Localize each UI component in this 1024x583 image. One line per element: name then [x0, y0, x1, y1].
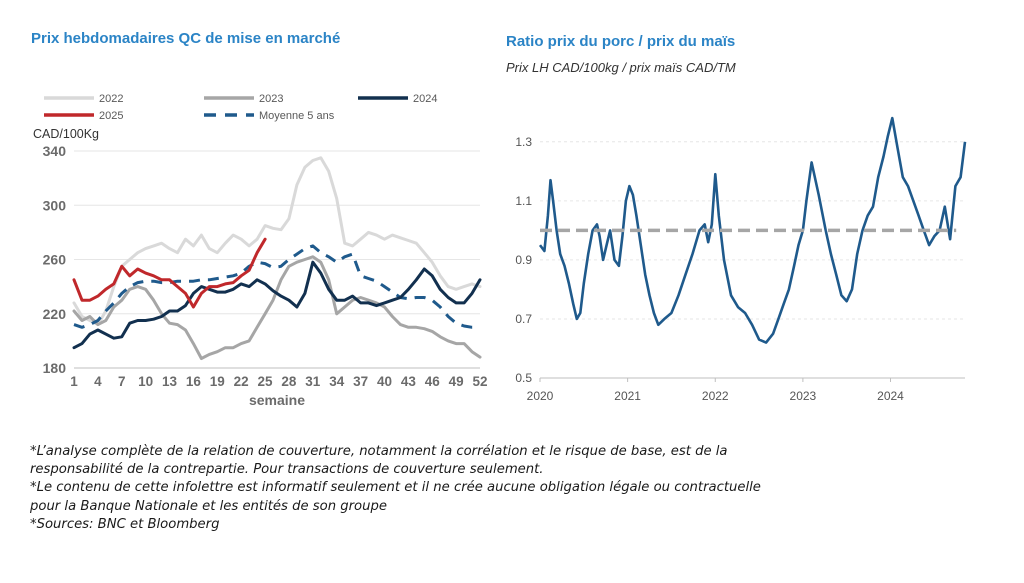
y-tick-label: 220	[43, 306, 67, 322]
x-tick-label: 4	[94, 374, 102, 389]
footnote-line: *L’analyse complète de la relation de co…	[30, 444, 728, 459]
x-tick-label: 52	[472, 374, 487, 389]
x-tick-label: 37	[353, 374, 368, 389]
x-tick-label: 34	[329, 374, 345, 389]
right-chart-subtitle: Prix LH CAD/100kg / prix maïs CAD/TM	[506, 60, 736, 75]
x-tick-label: 2020	[527, 389, 554, 403]
footnote-line: responsabilité de la contrepartie. Pour …	[30, 462, 544, 478]
y-tick-label: 260	[43, 252, 67, 268]
series-line-2024	[72, 260, 482, 350]
series-line-2025	[72, 237, 267, 309]
y-tick-label: 0.7	[515, 312, 532, 326]
legend-label: 2024	[413, 93, 437, 105]
left-chart-title: Prix hebdomadaires QC de mise en marché	[31, 30, 341, 47]
y-tick-label: 1.1	[515, 194, 532, 208]
x-tick-label: 40	[377, 374, 392, 389]
x-tick-label: 31	[305, 374, 321, 389]
x-axis-title: semaine	[249, 392, 305, 408]
legend-label: 2023	[259, 93, 283, 105]
footnote-line: *Sources: BNC et Bloomberg	[30, 516, 220, 532]
x-tick-label: 25	[258, 374, 274, 389]
x-tick-label: 10	[138, 374, 153, 389]
x-tick-label: 7	[118, 374, 126, 389]
footnote-line: pour la Banque Nationale et les entités …	[30, 498, 387, 514]
y-tick-label: 0.5	[515, 371, 532, 385]
y-tick-label: 0.9	[515, 253, 532, 267]
y-tick-label: 180	[43, 360, 67, 376]
x-tick-label: 22	[234, 374, 249, 389]
x-tick-label: 2022	[702, 389, 729, 403]
x-tick-label: 13	[162, 374, 178, 389]
x-tick-label: 19	[210, 374, 225, 389]
x-tick-label: 16	[186, 374, 202, 389]
x-tick-label: 46	[425, 374, 441, 389]
x-tick-label: 28	[281, 374, 297, 389]
footnotes: *L’analyse complète de la relation de co…	[30, 443, 990, 534]
legend-label: 2025	[99, 110, 123, 122]
y-tick-label: 1.3	[515, 135, 532, 149]
x-tick-label: 1	[70, 374, 78, 389]
weekly-prices-chart: 180 220 260 300 340 1 4 7 10 13 16 19 22 25 28 31 34 37 40…	[33, 93, 488, 408]
ratio-series-line	[538, 116, 967, 344]
series-line-moyenne-5-ans	[73, 244, 480, 329]
legend-label: 2022	[99, 93, 123, 105]
y-axis-unit-label: CAD/100Kg	[33, 127, 99, 141]
x-tick-label: 49	[449, 374, 464, 389]
footnote-line: *Le contenu de cette infolettre est info…	[30, 480, 761, 496]
x-tick-label: 2021	[614, 389, 641, 403]
legend-label: Moyenne 5 ans	[259, 110, 335, 122]
x-tick-label: 43	[401, 374, 417, 389]
x-tick-label: 2024	[877, 389, 904, 403]
y-tick-label: 340	[43, 143, 67, 159]
right-chart-title: Ratio prix du porc / prix du maïs	[506, 33, 736, 50]
y-tick-label: 300	[43, 197, 67, 213]
series-line-2022	[72, 156, 482, 327]
pork-corn-ratio-chart: 0.5 0.7 0.9 1.1 1.3 2020 2021 2022 2023 2024	[515, 116, 967, 403]
x-tick-label: 2023	[790, 389, 817, 403]
series-line-2023	[72, 255, 482, 360]
